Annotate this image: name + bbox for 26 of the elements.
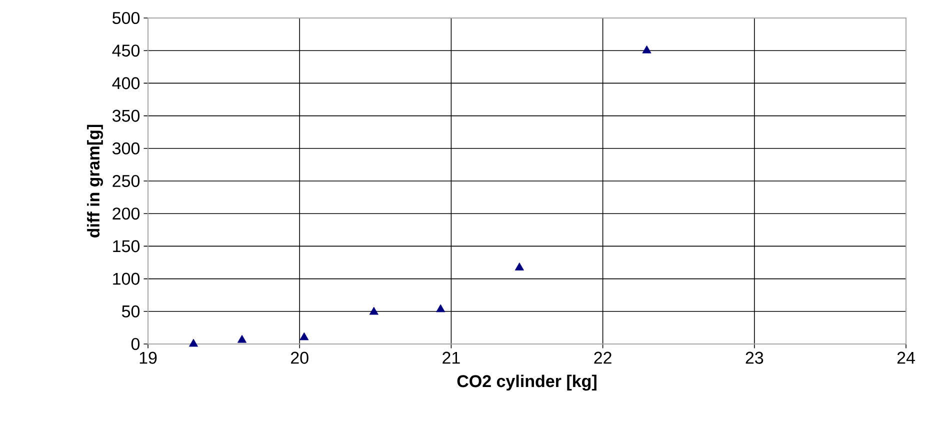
- y-tick-label: 0: [131, 338, 140, 350]
- x-tick-label: 21: [442, 352, 460, 364]
- point: [300, 332, 309, 340]
- point: [436, 304, 446, 312]
- y-tick-label: 200: [112, 208, 140, 220]
- y-tick-label: 500: [112, 12, 140, 24]
- x-tick-label: 23: [746, 352, 764, 364]
- point: [188, 338, 198, 347]
- y-axis-title: diff in gram[g]: [87, 124, 103, 238]
- x-tick-label: 19: [140, 352, 157, 364]
- point: [514, 262, 524, 270]
- point: [369, 306, 378, 315]
- y-tick-label: 100: [113, 272, 140, 285]
- y-tick-label: 400: [112, 77, 140, 90]
- point: [237, 334, 247, 343]
- y-tick-label: 350: [112, 110, 140, 122]
- x-tick-label: 20: [291, 352, 308, 364]
- x-tick-label: 22: [594, 352, 612, 364]
- y-tick-label: 450: [112, 44, 140, 57]
- y-tick-label: 150: [113, 240, 140, 252]
- point: [642, 45, 652, 54]
- y-tick-label: 50: [122, 305, 140, 318]
- y-tick-label: 250: [112, 174, 140, 188]
- x-tick-label: 24: [897, 352, 915, 364]
- y-tick-label: 300: [112, 142, 140, 154]
- x-axis-title: CO2 cylinder [kg]: [457, 374, 596, 391]
